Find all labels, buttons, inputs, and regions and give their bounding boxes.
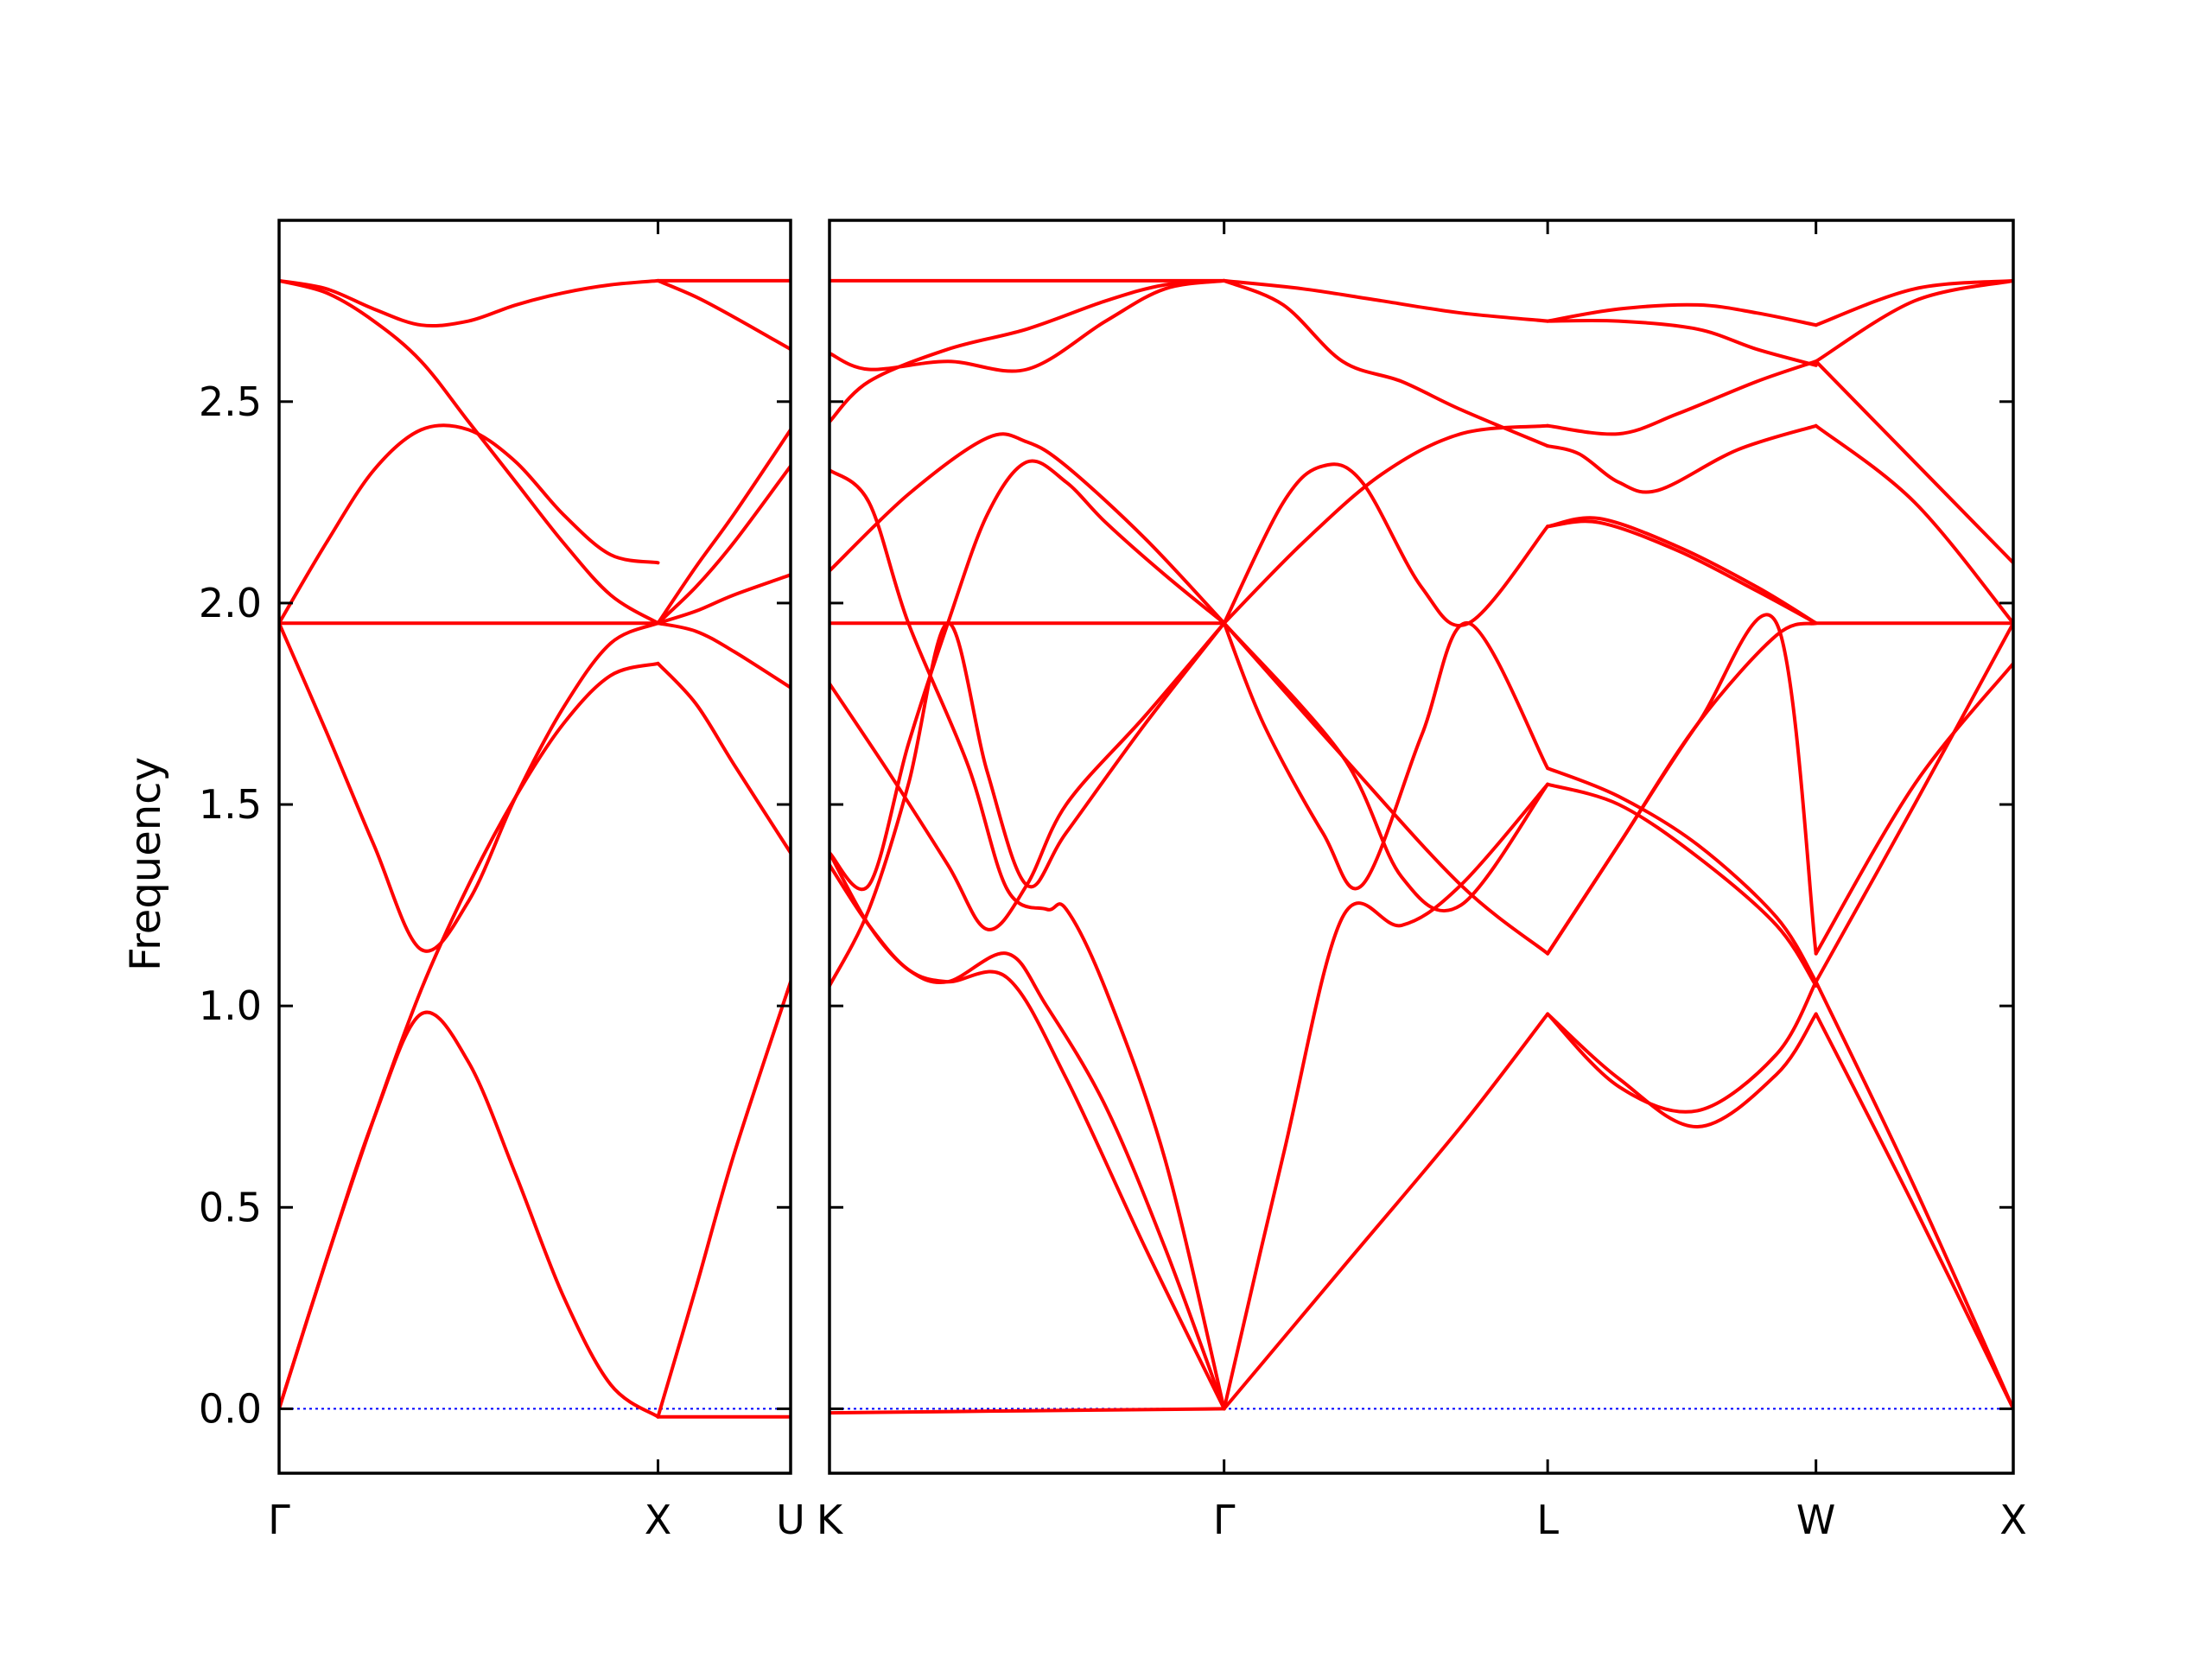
y-tick-label: 0.5 [199,1184,262,1230]
y-axis: 0.0 0.5 1.0 1.5 2.0 2.5 [199,378,262,1433]
phonon-band-2-37 [1814,423,2013,626]
x-tick-label: L [1536,1497,1559,1543]
phonon-band-2-20 [1222,782,1550,1411]
phonon-band-2-14 [1222,278,1550,448]
phonon-band-2-18 [1222,621,1550,956]
phonon-band-2-27 [1546,519,1818,626]
phonon-band-2-28 [1546,766,1818,984]
phonon-band-1-15 [656,980,791,1419]
phonon-band-1-7 [279,278,660,328]
phonon-band-2-6 [830,459,1226,892]
panel-frame [828,219,2015,1475]
phonon-band-1-1 [279,1010,660,1419]
x-tick-label: X [1999,1497,2027,1543]
phonon-band-2-25 [1546,423,1818,494]
phonon-band-2-21 [1222,1012,1550,1411]
phonon-band-2-15 [1222,423,1550,626]
phonon-band-2-41 [1814,1012,2013,1411]
phonon-band-2-23 [1546,318,1818,367]
phonon-band-1-10 [656,428,791,626]
x-tick-label: K [817,1497,844,1543]
phonon-band-1-2 [279,661,660,1411]
phonon-band-2-40 [1814,621,2013,984]
phonon-band-1-6 [279,278,660,626]
phonon-band-1-9 [656,278,791,352]
phonon-band-1-5 [279,423,660,626]
phonon-band-2-17 [1222,621,1550,891]
phonon-band-2-33 [1546,613,1818,956]
phonon-band-1-11 [656,464,791,626]
phonon-band-2-10 [830,851,1226,1411]
phonon-band-2-3 [830,278,1226,424]
phonon-band-2-36 [1814,359,2013,565]
x-tick-label: U [776,1497,805,1543]
x-tick-label: Γ [268,1497,290,1543]
x-tick-label: W [1796,1497,1835,1543]
x-tick-label: Γ [1213,1497,1236,1543]
phonon-band-2-13 [1222,278,1550,323]
phonon-band-2-16 [1222,462,1550,627]
phonon-band-2-2 [830,278,1226,373]
y-tick-label: 0.0 [199,1385,262,1432]
phonon-band-2-12 [830,1407,1226,1415]
phonon-band-1-12 [656,573,791,626]
phonon-band-2-24 [1546,359,1818,436]
y-tick-label: 1.5 [199,781,262,828]
band-group [279,278,791,1419]
y-axis-title: Frequency [122,757,170,971]
band-group [830,278,2013,1415]
y-tick-label: 2.5 [199,378,262,425]
phonon-band-2-32 [1546,980,1818,1114]
phonon-band-2-42 [1814,980,2013,1411]
phonon-band-2-31 [1546,1012,1818,1129]
phonon-band-2-26 [1546,516,1818,626]
phonon-band-2-4 [830,432,1226,626]
phonon-band-1-14 [656,661,791,855]
phonon-band-2-29 [1546,782,1818,988]
panel-frame [277,219,792,1475]
phonon-band-2-8 [830,621,1226,931]
phonon-band-2-35 [1814,278,2013,364]
x-tick-label: X [645,1497,672,1543]
phonon-band-2-22 [1546,302,1818,327]
phonon-band-1-3 [279,621,660,953]
phonon-band-2-34 [1814,278,2013,327]
phonon-band-2-5 [830,468,1226,1411]
phonon-band-2-39 [1814,661,2013,956]
phonon-band-2-11 [830,863,1226,1411]
phonon-band-2-19 [1222,621,1550,912]
phonon-band-2-30 [1546,621,1818,956]
y-tick-label: 2.0 [199,580,262,626]
phonon-band-2-9 [830,621,1226,988]
y-tick-label: 1.0 [199,982,262,1029]
phonon-band-1-13 [656,621,791,690]
